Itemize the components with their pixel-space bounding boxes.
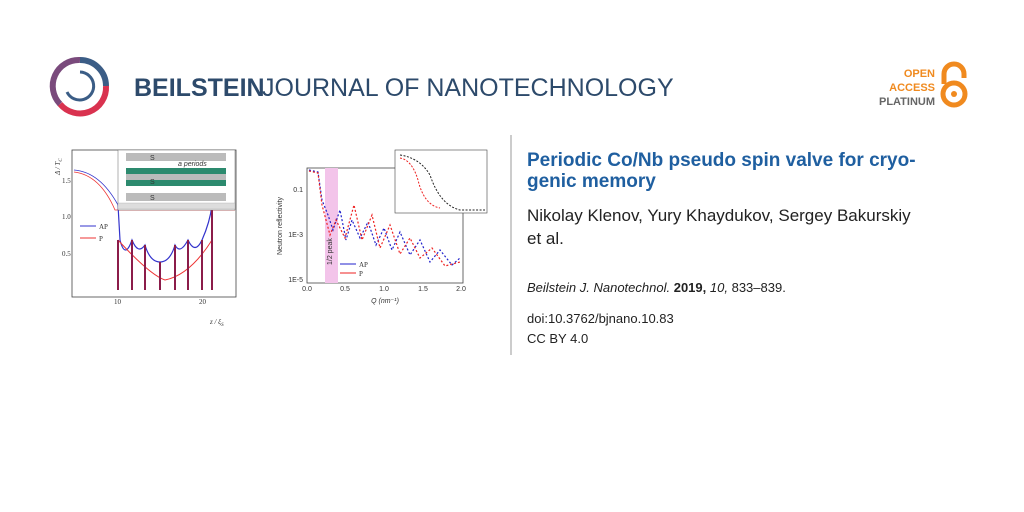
y-axis-label: Δ / TC (54, 158, 64, 176)
citation-volume: 10, (710, 280, 728, 295)
article-title: Periodic Co/Nb pseudo spin valve for cry… (527, 150, 916, 171)
citation-pages: 833–839. (732, 280, 786, 295)
x-tick-label: 1.0 (379, 286, 389, 293)
inset-label: a periods (178, 161, 207, 168)
y-axis-label: Neutron reflectivity (277, 197, 284, 255)
x-tick-label: 2.0 (456, 286, 466, 293)
article-title: genic memory (527, 171, 656, 192)
figure-left: S S S a periods Δ / TC 1.5 1.0 0.5 10 20… (54, 149, 237, 328)
figure-right: 1/2 peak Neutron reflectivity 0.1 1E-3 1… (277, 149, 488, 305)
x-axis-label-text: z / ξ (209, 318, 221, 326)
inset-label: S (150, 179, 155, 186)
legend-label: AP (99, 223, 108, 231)
badge-open: OPEN (904, 68, 935, 80)
inset-label: S (150, 195, 155, 202)
x-tick-label: 1.5 (418, 286, 428, 293)
y-tick-label: 1.5 (62, 177, 71, 185)
open-access-lock (940, 61, 968, 108)
badge-platinum: PLATINUM (879, 96, 935, 108)
authors: et al. (527, 229, 564, 248)
y-axis-label-sub: C (59, 158, 64, 162)
legend-label: AP (359, 261, 368, 269)
journal-logo (49, 56, 110, 117)
x-axis-label: z / ξS (209, 318, 224, 328)
x-axis-label-sub: S (221, 323, 224, 328)
y-tick-label: 0.5 (62, 250, 71, 258)
citation: Beilstein J. Nanotechnol. 2019, 10, 833–… (527, 280, 786, 295)
doi: doi:10.3762/bjnano.10.83 (527, 311, 674, 326)
y-tick-label: 1E-3 (288, 232, 303, 239)
y-tick-label: 0.1 (293, 187, 303, 194)
license: CC BY 4.0 (527, 331, 588, 346)
journal-name: JOURNAL OF NANOTECHNOLOGY (262, 74, 674, 102)
badge-access: ACCESS (889, 82, 935, 94)
citation-journal: Beilstein J. Nanotechnol. (527, 280, 670, 295)
legend-label: P (99, 235, 103, 243)
legend-label: P (359, 270, 363, 278)
x-tick-label: 10 (114, 298, 122, 306)
y-axis-label-text: Δ / T (54, 161, 62, 176)
y-tick-label: 1E-5 (288, 277, 303, 284)
x-axis-label: Q (nm⁻¹) (371, 298, 399, 305)
journal-name-bold: BEILSTEIN (134, 74, 265, 102)
x-tick-label: 0.0 (302, 286, 312, 293)
citation-year: 2019, (674, 280, 707, 295)
x-tick-label: 0.5 (340, 286, 350, 293)
band-label: 1/2 peak (327, 238, 334, 265)
authors: Nikolay Klenov, Yury Khaydukov, Sergey B… (527, 206, 911, 225)
inset-label: S (150, 155, 155, 162)
y-tick-label: 1.0 (62, 213, 71, 221)
x-tick-label: 20 (199, 298, 207, 306)
